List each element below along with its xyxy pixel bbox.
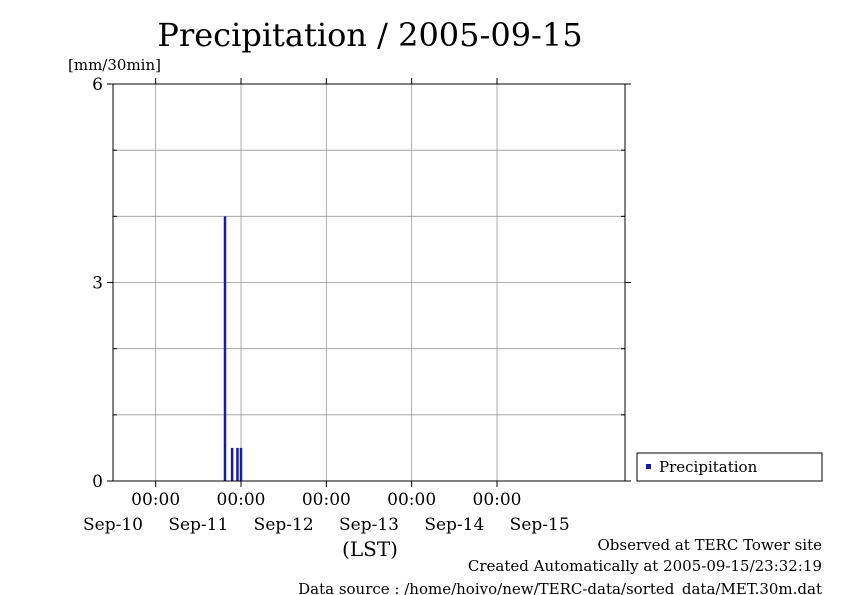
x-date-label: Sep-10 (83, 515, 143, 535)
x-time-label: 00:00 (302, 490, 351, 510)
x-time-label: 00:00 (473, 490, 522, 510)
x-date-label: Sep-12 (254, 515, 314, 535)
x-date-label: Sep-15 (510, 515, 570, 535)
x-date-label: Sep-14 (424, 515, 484, 535)
x-time-label: 00:00 (217, 490, 266, 510)
x-date-label: Sep-11 (168, 515, 228, 535)
x-date-label: Sep-13 (339, 515, 399, 535)
footer-observed: Observed at TERC Tower site (597, 536, 822, 554)
x-time-label: 00:00 (387, 490, 436, 510)
y-unit-label: [mm/30min] (68, 56, 161, 74)
legend: Precipitation (636, 452, 823, 482)
legend-label: Precipitation (659, 458, 758, 476)
y-tick-label: 0 (92, 472, 103, 492)
footer-source: Data source : /home/hoivo/new/TERC-data/… (298, 580, 822, 595)
bars (223, 216, 243, 481)
ticks: 0 3 6 00:00 00:00 00:00 00:00 00:00 Sep-10 Sep-11… (83, 75, 631, 535)
y-tick-label: 6 (92, 75, 103, 95)
x-time-label: 00:00 (131, 490, 180, 510)
legend-swatch (646, 464, 651, 469)
legend-box (636, 452, 823, 482)
chart-title: Precipitation / 2005-09-15 (157, 16, 582, 54)
y-tick-label: 3 (92, 274, 103, 294)
footer-created: Created Automatically at 2005-09-15/23:3… (468, 557, 822, 575)
grid (113, 84, 625, 481)
x-axis-label: (LST) (342, 537, 398, 561)
